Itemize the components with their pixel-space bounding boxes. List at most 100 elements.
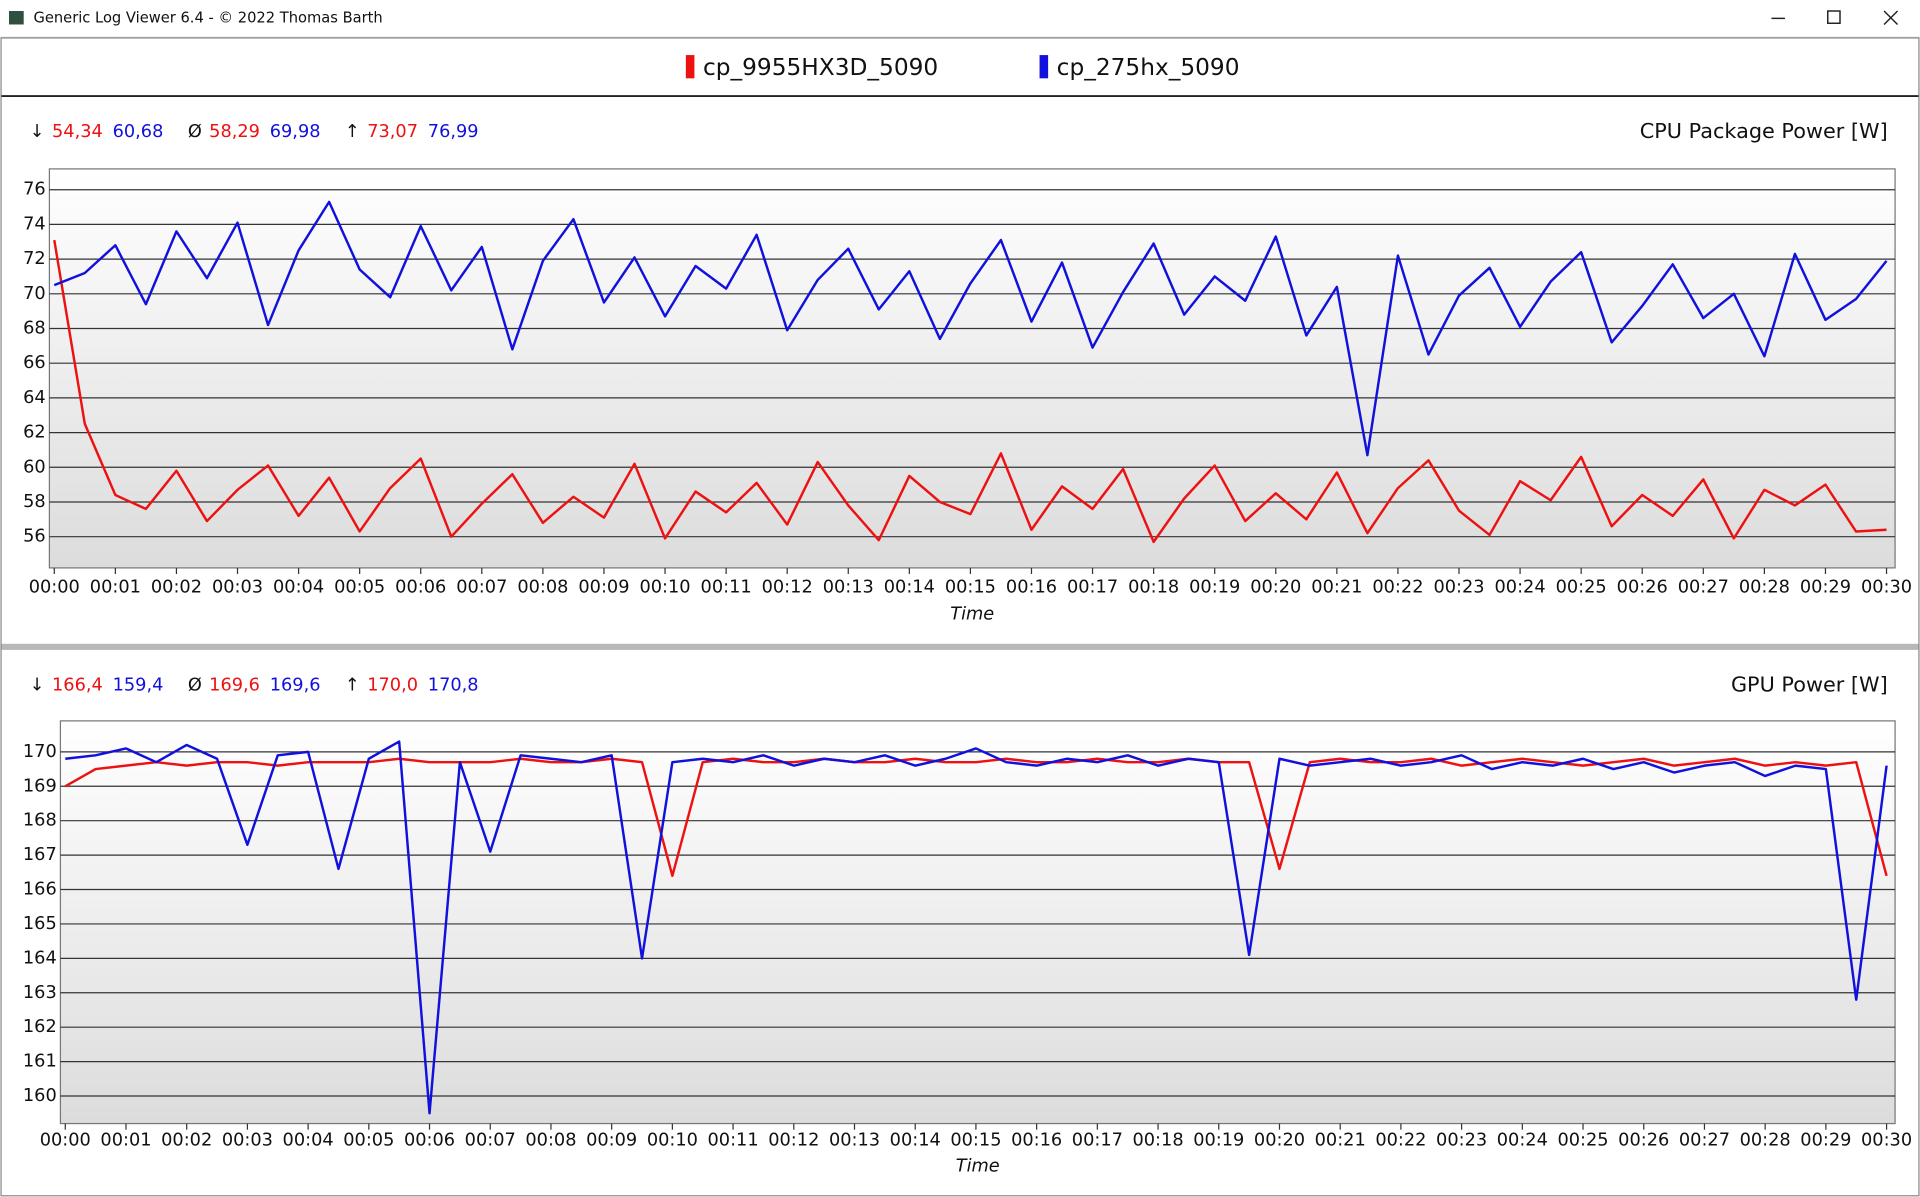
x-tick-label: 00:00 bbox=[40, 1131, 91, 1151]
x-tick-label: 00:16 bbox=[1011, 1131, 1062, 1151]
stat-value: 170,0 bbox=[367, 675, 418, 695]
stat-symbol: ↓ bbox=[30, 122, 45, 142]
x-tick-label: 00:23 bbox=[1436, 1131, 1487, 1151]
x-tick-label: 00:10 bbox=[647, 1131, 698, 1151]
stat-value: 159,4 bbox=[113, 675, 164, 695]
x-tick-label: 00:12 bbox=[762, 577, 813, 597]
x-tick-label: 00:22 bbox=[1372, 577, 1423, 597]
x-tick-label: 00:22 bbox=[1375, 1131, 1426, 1151]
title-bar bbox=[0, 0, 1920, 37]
y-tick-label: 68 bbox=[23, 319, 46, 339]
x-tick-label: 00:28 bbox=[1740, 1131, 1791, 1151]
x-tick-label: 00:18 bbox=[1133, 1131, 1184, 1151]
stat-value: 54,34 bbox=[52, 122, 103, 142]
stat-symbol: ↑ bbox=[345, 122, 360, 142]
x-tick-label: 00:13 bbox=[829, 1131, 880, 1151]
y-tick-label: 74 bbox=[23, 214, 46, 234]
x-tick-label: 00:26 bbox=[1618, 1131, 1669, 1151]
y-tick-label: 168 bbox=[23, 811, 57, 831]
x-tick-label: 00:15 bbox=[950, 1131, 1001, 1151]
x-tick-label: 00:04 bbox=[283, 1131, 334, 1151]
x-tick-label: 00:05 bbox=[343, 1131, 394, 1151]
x-tick-label: 00:14 bbox=[884, 577, 935, 597]
y-tick-label: 56 bbox=[23, 527, 46, 547]
legend-label: cp_275hx_5090 bbox=[1057, 54, 1240, 81]
data-line bbox=[53, 200, 1888, 457]
y-tick-label: 163 bbox=[23, 983, 57, 1003]
x-tick-label: 00:01 bbox=[90, 577, 141, 597]
y-tick-label: 165 bbox=[23, 914, 57, 934]
stat-value: 169,6 bbox=[270, 675, 321, 695]
x-tick-label: 00:12 bbox=[768, 1131, 819, 1151]
y-tick-label: 166 bbox=[23, 880, 57, 900]
x-tick-label: 00:16 bbox=[1006, 577, 1057, 597]
stat-value: 60,68 bbox=[113, 122, 164, 142]
x-tick-label: 00:25 bbox=[1556, 577, 1607, 597]
y-tick-label: 169 bbox=[23, 776, 57, 796]
x-axis-label: Time bbox=[956, 1156, 1000, 1176]
x-tick-label: 00:06 bbox=[395, 577, 446, 597]
x-tick-label: 00:26 bbox=[1617, 577, 1668, 597]
x-tick-label: 00:08 bbox=[517, 577, 568, 597]
y-tick-label: 66 bbox=[23, 353, 46, 373]
x-tick-label: 00:29 bbox=[1800, 577, 1851, 597]
chart-title: GPU Power [W] bbox=[1731, 672, 1888, 696]
x-tick-label: 00:19 bbox=[1189, 577, 1240, 597]
x-tick-label: 00:01 bbox=[100, 1131, 151, 1151]
stat-symbol: Ø bbox=[188, 675, 202, 695]
y-tick-label: 167 bbox=[23, 845, 57, 865]
legend-marker bbox=[1039, 55, 1049, 79]
x-tick-label: 00:21 bbox=[1311, 577, 1362, 597]
x-tick-label: 00:17 bbox=[1072, 1131, 1123, 1151]
stat-value: 58,29 bbox=[209, 122, 260, 142]
app-icon bbox=[9, 11, 24, 25]
stat-value: 73,07 bbox=[367, 122, 418, 142]
y-tick-label: 64 bbox=[23, 388, 46, 408]
x-tick-label: 00:25 bbox=[1557, 1131, 1608, 1151]
y-tick-label: 76 bbox=[23, 180, 46, 200]
maximize-button[interactable] bbox=[1827, 10, 1841, 24]
y-tick-label: 70 bbox=[23, 284, 46, 304]
y-tick-label: 170 bbox=[23, 742, 57, 762]
x-tick-label: 00:24 bbox=[1495, 577, 1546, 597]
x-tick-label: 00:09 bbox=[586, 1131, 637, 1151]
stat-symbol: ↑ bbox=[345, 675, 360, 695]
data-line bbox=[53, 239, 1887, 544]
x-tick-label: 00:30 bbox=[1861, 1131, 1912, 1151]
legend-label: cp_9955HX3D_5090 bbox=[703, 54, 938, 81]
x-tick-label: 00:14 bbox=[890, 1131, 941, 1151]
x-tick-label: 00:20 bbox=[1250, 577, 1301, 597]
close-button[interactable] bbox=[1883, 10, 1899, 25]
x-tick-label: 00:04 bbox=[273, 577, 324, 597]
chart-title: CPU Package Power [W] bbox=[1640, 119, 1888, 143]
x-tick-label: 00:27 bbox=[1678, 577, 1729, 597]
x-tick-label: 00:11 bbox=[708, 1131, 759, 1151]
x-tick-label: 00:24 bbox=[1497, 1131, 1548, 1151]
x-tick-label: 00:20 bbox=[1254, 1131, 1305, 1151]
x-tick-label: 00:02 bbox=[161, 1131, 212, 1151]
window-title: Generic Log Viewer 6.4 - © 2022 Thomas B… bbox=[33, 9, 382, 26]
x-tick-label: 00:30 bbox=[1861, 577, 1912, 597]
stat-value: 166,4 bbox=[52, 675, 103, 695]
y-tick-label: 60 bbox=[23, 457, 46, 477]
y-tick-label: 58 bbox=[23, 492, 46, 512]
stat-value: 169,6 bbox=[209, 675, 260, 695]
y-tick-label: 164 bbox=[23, 948, 57, 968]
stat-value: 69,98 bbox=[270, 122, 321, 142]
x-tick-label: 00:07 bbox=[465, 1131, 516, 1151]
x-axis-label: Time bbox=[950, 604, 994, 624]
panel-separator bbox=[0, 643, 1920, 650]
x-tick-label: 00:06 bbox=[404, 1131, 455, 1151]
x-tick-label: 00:03 bbox=[222, 1131, 273, 1151]
x-tick-label: 00:18 bbox=[1128, 577, 1179, 597]
x-tick-label: 00:11 bbox=[701, 577, 752, 597]
y-tick-label: 72 bbox=[23, 249, 46, 269]
x-tick-label: 00:09 bbox=[578, 577, 629, 597]
x-tick-label: 00:29 bbox=[1800, 1131, 1851, 1151]
x-tick-label: 00:13 bbox=[823, 577, 874, 597]
y-tick-label: 62 bbox=[23, 423, 46, 443]
x-tick-label: 00:21 bbox=[1315, 1131, 1366, 1151]
x-tick-label: 00:05 bbox=[334, 577, 385, 597]
stat-value: 170,8 bbox=[428, 675, 479, 695]
